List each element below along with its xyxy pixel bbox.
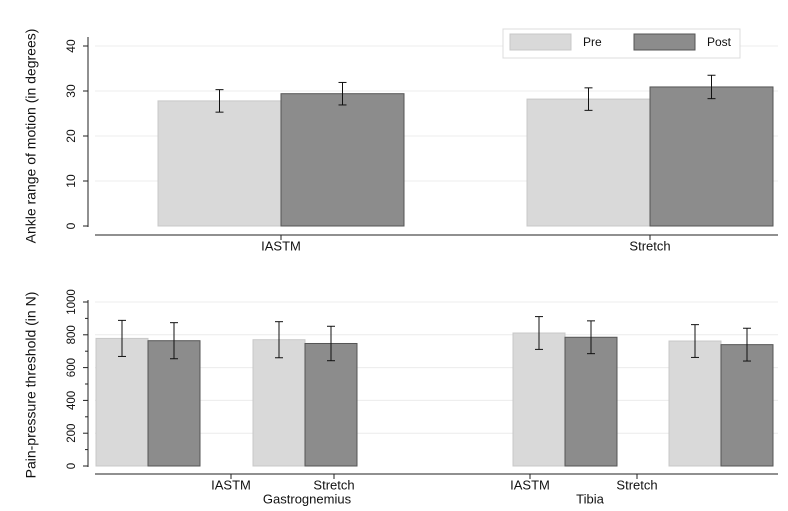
bar bbox=[147, 340, 201, 467]
x-group-label: Tibia bbox=[576, 491, 604, 506]
bar bbox=[668, 340, 722, 467]
x-tick-label: Stretch bbox=[629, 238, 670, 253]
pain-pressure-chart: 0 200 400 600 800 1000 Pain-pressure threshold… bbox=[23, 289, 778, 506]
legend-label: Pre bbox=[583, 35, 602, 49]
y-tick-label: 40 bbox=[64, 39, 78, 53]
y-tick-label: 800 bbox=[66, 325, 78, 344]
bar bbox=[649, 86, 774, 227]
x-tick-label: IASTM bbox=[261, 238, 301, 253]
ankle-rom-chart: 0 10 20 30 40 Ankle range of motion (in degre… bbox=[23, 28, 778, 253]
x-tick-label: Stretch bbox=[313, 477, 354, 492]
bar bbox=[720, 344, 774, 467]
x-tick-label: Stretch bbox=[616, 477, 657, 492]
y-tick-label: 0 bbox=[64, 222, 78, 229]
y-tick-label: 400 bbox=[66, 391, 78, 410]
bar bbox=[526, 98, 651, 227]
bar bbox=[157, 100, 282, 227]
bar bbox=[252, 339, 306, 467]
legend-swatch bbox=[509, 33, 572, 51]
y-tick-label: 20 bbox=[64, 129, 78, 143]
legend-label: Post bbox=[707, 35, 732, 49]
y-tick-label: 600 bbox=[66, 358, 78, 377]
y-tick-label: 0 bbox=[66, 463, 78, 469]
y-tick-label: 200 bbox=[66, 424, 78, 443]
x-group-label: Gastrognemius bbox=[263, 491, 352, 506]
bar bbox=[304, 342, 358, 467]
x-tick-label: IASTM bbox=[211, 477, 251, 492]
y-tick-label: 30 bbox=[64, 84, 78, 98]
y-tick-label: 10 bbox=[64, 174, 78, 188]
y-tick-label: 1000 bbox=[66, 289, 78, 315]
legend-swatch bbox=[633, 33, 696, 51]
bar bbox=[95, 337, 149, 467]
y-axis-label: Pain-pressure threshold (in N) bbox=[23, 292, 39, 479]
bar bbox=[564, 336, 618, 467]
legend: Pre Post bbox=[502, 28, 741, 59]
bar bbox=[280, 93, 405, 227]
bar bbox=[512, 332, 566, 467]
x-tick-label: IASTM bbox=[510, 477, 550, 492]
y-axis-label: Ankle range of motion (in degrees) bbox=[23, 29, 39, 244]
